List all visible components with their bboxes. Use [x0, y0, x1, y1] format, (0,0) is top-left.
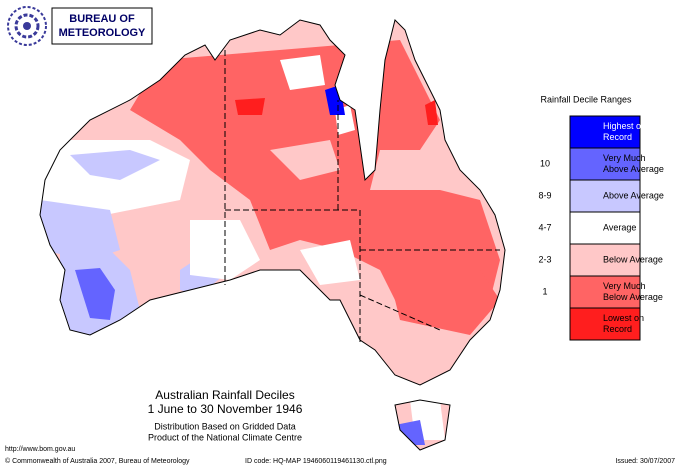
- legend-swatch: [569, 307, 641, 341]
- legend-range: 10: [540, 158, 550, 168]
- map-note: Distribution Based on Gridded Data: [154, 421, 296, 431]
- map-note: Product of the National Climate Centre: [148, 432, 302, 442]
- legend-swatch: [569, 275, 641, 309]
- legend-label: Above Average: [603, 164, 664, 174]
- logo-text: BUREAU OF: [69, 13, 135, 25]
- legend-label: Very Much: [603, 281, 646, 291]
- legend-label: Record: [603, 324, 632, 334]
- map-title: 1 June to 30 November 1946: [148, 402, 303, 416]
- boundaries: [39, 19, 506, 451]
- legend-label: Below Average: [603, 254, 663, 264]
- legend-range: 1: [542, 286, 547, 296]
- legend-label: Lowest on: [603, 313, 644, 323]
- map-title: Australian Rainfall Deciles: [155, 388, 294, 402]
- copyright: © Commonwealth of Australia 2007, Bureau…: [5, 457, 190, 465]
- legend-label: Very Much: [603, 153, 646, 163]
- issued: Issued: 30/07/2007: [615, 458, 675, 465]
- legend-range: 4-7: [538, 222, 551, 232]
- legend-range: 8-9: [538, 190, 551, 200]
- legend-label: Below Average: [603, 292, 663, 302]
- legend-label: Record: [603, 132, 632, 142]
- legend-range: 2-3: [538, 254, 551, 264]
- legend-label: Above Average: [603, 190, 664, 200]
- legend-title: Rainfall Decile Ranges: [540, 94, 632, 104]
- legend-swatch: [569, 211, 641, 245]
- url: http://www.bom.gov.au: [5, 446, 75, 453]
- id-code: ID code: HQ-MAP 1946060119461130.ctl.png: [245, 458, 387, 465]
- logo-text: METEOROLOGY: [59, 27, 146, 39]
- legend-swatch: [569, 147, 641, 181]
- legend-label: Highest on: [603, 121, 646, 131]
- legend-swatch: [569, 179, 641, 213]
- logo: [7, 6, 153, 46]
- legend-label: Average: [603, 222, 636, 232]
